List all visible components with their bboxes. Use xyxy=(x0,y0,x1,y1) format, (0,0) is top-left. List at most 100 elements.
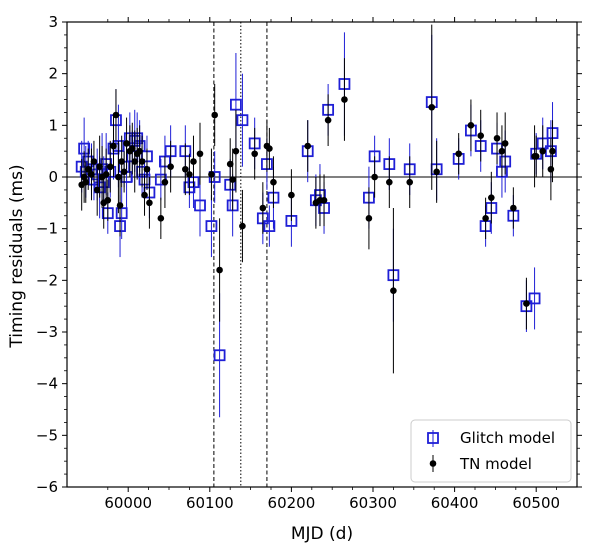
tn-point xyxy=(482,215,489,222)
tn-point xyxy=(208,171,215,178)
glitch-point xyxy=(230,98,242,111)
tn-point xyxy=(324,116,332,124)
y-tick-label: 3 xyxy=(48,13,58,31)
tn-point xyxy=(259,204,267,212)
tn-point xyxy=(510,204,517,212)
y-tick-label: 1 xyxy=(48,116,58,134)
tn-point xyxy=(455,150,462,158)
glitch-point xyxy=(213,349,226,362)
tn-point xyxy=(96,163,103,170)
tn-point xyxy=(120,168,128,176)
tn-point xyxy=(186,171,193,178)
legend-frame xyxy=(410,419,572,483)
tn-point xyxy=(501,140,509,147)
tn-point xyxy=(532,153,540,160)
tn-point xyxy=(82,178,90,186)
x-tick-label: 60500 xyxy=(512,494,560,512)
tn-point xyxy=(386,178,393,186)
tn-point xyxy=(196,150,204,158)
tn-point xyxy=(270,178,277,186)
tn-point xyxy=(288,191,295,199)
tn-point xyxy=(498,147,506,155)
glitch-epoch-lines xyxy=(213,22,268,487)
tn-point xyxy=(547,165,555,173)
glitch-point xyxy=(263,220,276,232)
y-tick-label: −4 xyxy=(36,375,58,393)
tn-point xyxy=(136,147,143,155)
x-tick-label: 60200 xyxy=(268,494,316,512)
tn-point xyxy=(216,266,223,274)
plot-frame xyxy=(66,21,578,488)
tn-point xyxy=(365,215,373,222)
tn-point xyxy=(118,158,125,165)
x-tick-label: 60100 xyxy=(186,494,234,512)
tn-point xyxy=(138,158,146,165)
tn-point xyxy=(143,165,151,173)
y-tick-label: −6 xyxy=(36,478,58,496)
tn-point xyxy=(102,171,110,178)
tn-point xyxy=(232,147,240,155)
tn-point xyxy=(406,178,414,186)
tn-point xyxy=(182,165,189,173)
tn-point xyxy=(239,222,246,230)
tn-point xyxy=(266,145,273,152)
tn-point xyxy=(488,194,495,201)
glitch-point xyxy=(205,220,218,232)
tn-point xyxy=(110,142,117,150)
tn-point xyxy=(477,132,485,139)
tn-point xyxy=(128,145,136,152)
tn-point xyxy=(90,158,98,165)
legend-tn-dot xyxy=(429,460,437,467)
y-tick-label: −2 xyxy=(36,271,58,289)
x-tick-label: 60300 xyxy=(349,494,397,512)
tn-point xyxy=(467,122,475,129)
tn-point xyxy=(93,186,101,194)
y-tick-label: −3 xyxy=(36,323,58,341)
legend-glitch-label: Glitch model xyxy=(460,429,555,447)
tn-model-series xyxy=(78,24,556,374)
tn-point xyxy=(190,158,197,165)
x-axis-label: MJD (d) xyxy=(291,524,353,544)
tn-point xyxy=(390,287,397,294)
tn-point xyxy=(167,163,174,170)
tn-point xyxy=(146,199,153,207)
x-tick-label: 60000 xyxy=(104,494,152,512)
tn-point xyxy=(115,173,122,181)
legend-glitch-marker xyxy=(427,430,439,447)
tn-point xyxy=(341,96,348,103)
y-tick-label: −5 xyxy=(36,426,58,444)
glitch-point xyxy=(194,199,206,212)
tn-point xyxy=(123,140,130,147)
axes xyxy=(66,21,578,488)
tn-point xyxy=(493,134,501,142)
tn-point xyxy=(112,111,120,119)
y-tick-label: 0 xyxy=(48,168,58,186)
tn-point xyxy=(157,215,165,222)
y-axis-ticks: −6 −5 −4 −3 −2 −1 0 1 2 3 xyxy=(36,13,582,496)
x-axis-ticks: 60000 60100 60200 60300 60400 60500 xyxy=(104,17,560,512)
legend: Glitch model TN model xyxy=(410,419,572,483)
tn-point xyxy=(523,300,530,307)
tn-point xyxy=(116,202,124,209)
legend-tn-label: TN model xyxy=(459,455,532,473)
y-tick-label: −1 xyxy=(36,220,58,238)
y-tick-label: 2 xyxy=(48,65,58,83)
legend-tn-marker xyxy=(429,455,437,472)
tn-point xyxy=(371,173,378,181)
tn-point xyxy=(549,147,556,155)
tn-point xyxy=(428,103,436,111)
tn-point xyxy=(251,150,258,158)
glitch-point xyxy=(528,292,541,305)
tn-point xyxy=(539,147,547,155)
tn-point xyxy=(88,171,95,178)
tn-point xyxy=(161,178,169,186)
legend-glitch-square xyxy=(427,432,439,444)
glitch-point xyxy=(236,114,249,127)
x-tick-label: 60400 xyxy=(431,494,479,512)
tn-point xyxy=(106,163,114,170)
tn-point xyxy=(433,168,440,176)
tn-point xyxy=(320,196,328,204)
y-axis-label: Timing residuals (ms) xyxy=(7,164,27,348)
tn-point xyxy=(104,196,112,204)
